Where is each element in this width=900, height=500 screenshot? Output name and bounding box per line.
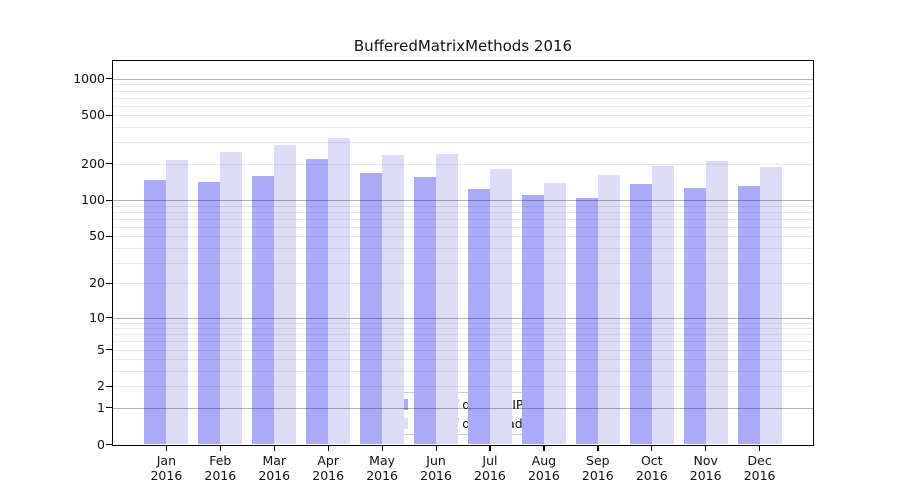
x-tick-label-aug: Aug 2016 xyxy=(527,452,560,483)
x-tick-mark xyxy=(273,445,275,451)
bar-downloads-jul xyxy=(489,169,512,445)
x-tick-label-jan: Jan 2016 xyxy=(150,452,183,483)
bar-downloads-feb xyxy=(220,151,243,445)
minor-gridline xyxy=(113,142,813,144)
y-tick-mark xyxy=(106,444,113,446)
y-tick-label: 100 xyxy=(81,192,105,208)
x-tick-label-apr: Apr 2016 xyxy=(312,452,345,483)
y-tick-label: 10 xyxy=(89,309,105,325)
x-tick-mark xyxy=(705,445,707,451)
minor-gridline xyxy=(113,105,813,107)
x-tick-mark xyxy=(327,445,329,451)
y-tick-mark xyxy=(106,114,113,117)
y-tick-mark xyxy=(106,78,113,80)
y-tick-mark xyxy=(106,163,113,165)
bar-ips-jan xyxy=(144,179,167,445)
x-tick-label-mar: Mar 2016 xyxy=(258,452,291,483)
y-tick-label: 20 xyxy=(89,275,105,291)
bar-ips-dec xyxy=(737,186,760,445)
bar-ips-oct xyxy=(629,184,652,445)
x-tick-label-jun: Jun 2016 xyxy=(420,452,452,483)
bar-downloads-sep xyxy=(597,174,620,445)
x-tick-mark xyxy=(597,445,599,451)
bar-ips-mar xyxy=(252,176,275,445)
y-tick-mark xyxy=(106,385,113,388)
x-tick-mark xyxy=(381,445,383,451)
y-tick-label: 1000 xyxy=(73,70,105,86)
bar-ips-apr xyxy=(306,159,329,445)
y-tick-label: 2 xyxy=(97,378,105,394)
x-tick-label-oct: Oct 2016 xyxy=(635,452,668,483)
y-tick-label: 5 xyxy=(97,341,105,357)
chart-title: BufferedMatrixMethods 2016 xyxy=(353,37,573,55)
y-tick-label: 1 xyxy=(97,399,105,415)
x-tick-mark xyxy=(543,445,545,451)
x-tick-label-dec: Dec 2016 xyxy=(743,452,776,483)
y-tick-mark xyxy=(106,317,113,319)
minor-gridline xyxy=(113,84,813,86)
bar-downloads-may xyxy=(382,155,405,445)
x-tick-mark xyxy=(489,445,491,451)
bar-ips-jul xyxy=(467,189,490,445)
bar-downloads-apr xyxy=(328,138,351,445)
y-tick-label: 0 xyxy=(97,436,105,452)
bar-ips-sep xyxy=(575,198,598,445)
x-tick-mark xyxy=(651,445,653,451)
bar-downloads-aug xyxy=(543,183,566,445)
bar-ips-feb xyxy=(198,182,221,445)
y-tick-mark xyxy=(106,407,113,409)
bar-ips-aug xyxy=(521,195,544,445)
bar-downloads-nov xyxy=(705,160,728,445)
major-gridline xyxy=(113,78,813,80)
x-tick-label-feb: Feb 2016 xyxy=(204,452,237,483)
y-tick-mark xyxy=(106,199,113,201)
y-tick-label: 50 xyxy=(89,228,105,244)
y-tick-label: 200 xyxy=(81,155,105,171)
y-tick-mark xyxy=(106,235,113,238)
x-tick-label-nov: Nov 2016 xyxy=(689,452,722,483)
y-tick-mark xyxy=(106,282,113,285)
bar-downloads-jun xyxy=(436,153,459,445)
x-tick-mark xyxy=(219,445,221,451)
x-tick-mark xyxy=(165,445,168,451)
y-tick-mark xyxy=(106,349,113,351)
bar-downloads-dec xyxy=(759,166,782,445)
x-tick-label-jul: Jul 2016 xyxy=(474,452,506,483)
x-tick-mark xyxy=(435,445,437,451)
bar-ips-nov xyxy=(683,188,706,445)
y-tick-label: 500 xyxy=(81,107,105,123)
minor-gridline xyxy=(113,97,813,99)
bar-downloads-oct xyxy=(651,166,674,445)
x-tick-label-sep: Sep 2016 xyxy=(581,452,614,483)
bar-downloads-mar xyxy=(274,145,297,445)
minor-gridline xyxy=(113,90,813,92)
x-tick-mark xyxy=(759,445,761,451)
minor-gridline xyxy=(113,127,813,129)
bar-ips-may xyxy=(360,172,383,445)
bar-downloads-jan xyxy=(166,159,189,445)
bar-ips-jun xyxy=(414,177,437,445)
minor-gridline xyxy=(113,115,813,117)
x-tick-label-may: May 2016 xyxy=(366,452,398,483)
